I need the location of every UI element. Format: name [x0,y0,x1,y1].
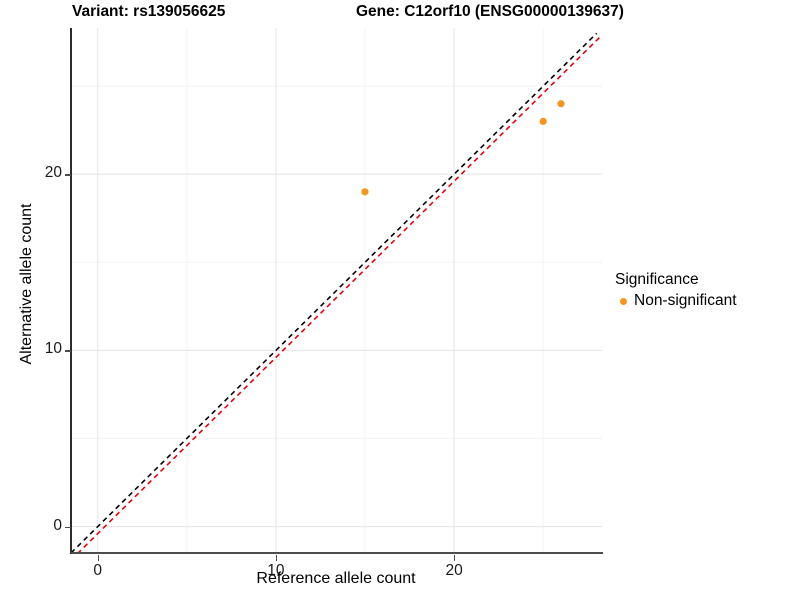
legend-title: Significance [615,271,699,288]
x-tick-mark [454,555,456,561]
y-tick-mark [65,350,71,352]
y-tick-mark [65,174,71,176]
x-axis-line [71,552,603,554]
x-tick-label: 10 [267,562,285,579]
gridlines [71,28,602,553]
data-points [361,100,565,196]
plot-panel [71,28,602,553]
x-axis-title: Reference allele count [256,570,416,587]
x-tick-mark [97,555,100,561]
data-point [361,188,369,196]
y-tick-label: 10 [44,340,62,358]
legend-entries: Non-significant [615,292,795,310]
variant-title: Variant: rs139056625 [72,3,226,20]
y-tick-label: 0 [53,516,62,534]
nonsignificant-dot-icon [615,293,632,310]
identity-line [71,32,598,553]
x-tick-label: 20 [445,562,463,579]
x-tick-mark [275,555,278,561]
y-tick-label: 20 [44,164,62,182]
legend-entry[interactable]: Non-significant [615,292,795,310]
data-point [557,100,565,108]
y-axis-line [70,28,72,554]
legend-entry-label: Non-significant [634,292,737,309]
fit-line [76,34,602,553]
reference-lines-layer [71,28,602,553]
y-axis-title: Alternative allele count [18,203,35,365]
data-point [539,117,547,125]
gene-title: Gene: C12orf10 (ENSG00000139637) [356,3,624,20]
legend: Significance Non-significant [615,270,795,310]
legend-marker [620,297,627,305]
reference-lines [71,32,602,553]
y-tick-mark [65,526,71,528]
x-tick-label: 0 [93,562,103,579]
